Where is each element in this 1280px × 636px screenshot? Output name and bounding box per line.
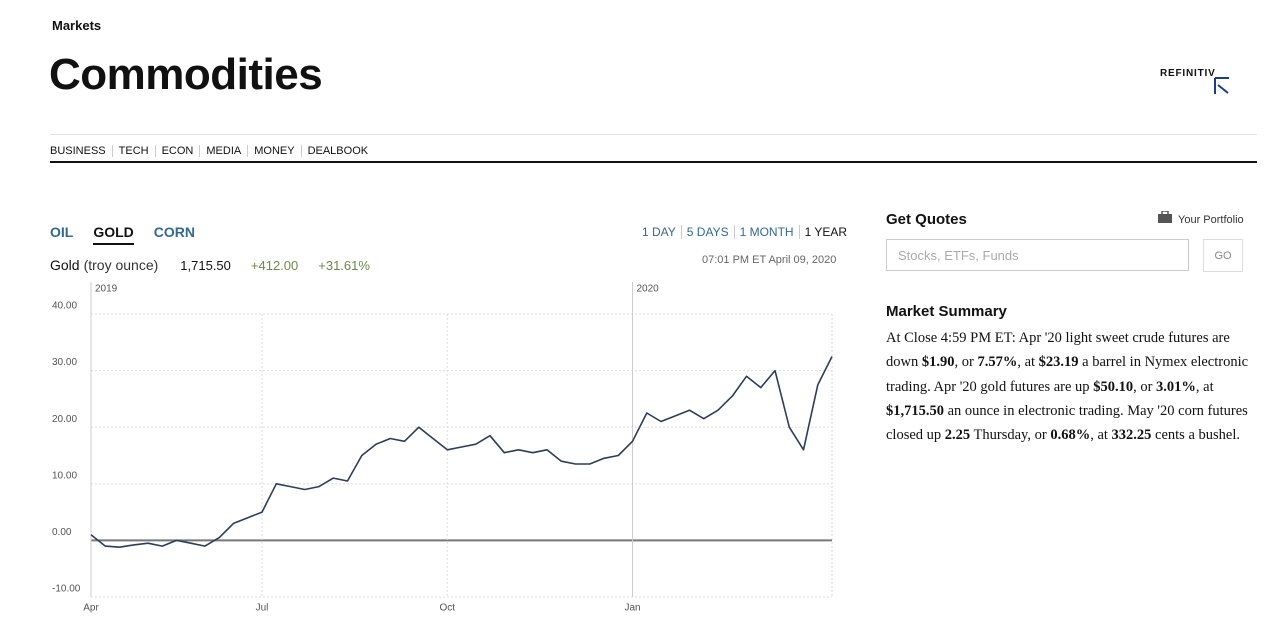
chart: -10.00 0.00 10.00 20.00 30.00 40.00 Apr Jul Oct J… — [52, 282, 833, 614]
summary-text: , or — [954, 354, 978, 371]
summary-figure: 3.01% — [1156, 378, 1196, 395]
summary-figure: 332.25 — [1111, 427, 1152, 444]
x-tick-label: Oct — [439, 603, 455, 614]
go-button[interactable]: GO — [1203, 239, 1243, 272]
portfolio-icon — [1158, 211, 1172, 223]
summary-figure: $23.19 — [1038, 354, 1079, 371]
divider — [50, 161, 1257, 163]
quote-name: Gold — [50, 257, 80, 273]
tab[interactable]: OIL — [50, 224, 74, 240]
nav-item[interactable]: BUSINESS — [50, 145, 106, 157]
quotes-title: Get Quotes — [886, 211, 967, 228]
summary-figure: $50.10 — [1093, 378, 1134, 395]
summary-figure: $1.90 — [921, 354, 955, 371]
summary-figure: 7.57% — [977, 354, 1018, 371]
summary-text: , at — [1195, 378, 1214, 395]
y-tick-label: 30.00 — [52, 357, 77, 368]
quote-percent: +31.61% — [318, 258, 370, 273]
y-tick-label: 10.00 — [52, 470, 77, 481]
quote-unit: (troy ounce) — [83, 257, 159, 273]
logo: REFINITIV — [1160, 68, 1216, 79]
summary-text: cents a bushel. — [1151, 427, 1240, 444]
summary-text: , at — [1017, 354, 1039, 371]
search-input[interactable]: Stocks, ETFs, Funds — [886, 239, 1189, 271]
summary: At Close 4:59 PM ET: Apr '20 light sweet… — [886, 326, 1251, 447]
summary-figure: 0.68% — [1050, 427, 1091, 444]
nav-item[interactable]: TECH — [111, 145, 155, 157]
section-label[interactable]: Markets — [52, 18, 102, 33]
y-tick-label: -10.00 — [52, 584, 81, 595]
y-tick-label: 40.00 — [52, 301, 77, 312]
y-tick-label: 20.00 — [52, 414, 77, 425]
summary-text: , at — [1090, 427, 1112, 444]
tab[interactable]: GOLD — [93, 224, 134, 245]
price-line — [90, 356, 833, 548]
x-tick-label: Jul — [256, 603, 269, 614]
nav-item[interactable]: MONEY — [247, 145, 300, 157]
timestamp: 07:01 PM ET April 09, 2020 — [702, 254, 837, 266]
summary-figure: $1,715.50 — [886, 402, 944, 419]
quote: Gold (troy ounce) 1,715.50 +412.00 +31.6… — [50, 257, 370, 273]
nav-item[interactable]: DEALBOOK — [300, 145, 375, 157]
summary-text: At Close 4:59 PM ET: Apr '20 light sweet… — [886, 330, 1230, 371]
range-option[interactable]: 5 DAYS — [680, 225, 734, 239]
summary-text: a barrel in Nymex electronic trading. Ap… — [886, 354, 1249, 395]
page-title: Commodities — [49, 50, 323, 99]
nav-item[interactable]: MEDIA — [199, 145, 247, 157]
x-tick-label: Apr — [83, 603, 99, 614]
summary-text: an ounce in electronic trading. May '20 … — [886, 402, 1248, 444]
x-tick-label: Jan — [624, 603, 640, 614]
y-tick-label: 0.00 — [52, 527, 72, 538]
summary-figure: 2.25 — [944, 427, 971, 444]
quote-price: 1,715.50 — [180, 258, 231, 273]
logo-mark — [1214, 77, 1229, 94]
range-option[interactable]: 1 MONTH — [733, 225, 799, 239]
nav: BUSINESS TECH ECON MEDIA MONEY DEALBOOK — [50, 145, 374, 157]
range-option[interactable]: 1 DAY — [642, 225, 676, 239]
year-label: 2020 — [637, 284, 660, 295]
range-option[interactable]: 1 YEAR — [798, 225, 852, 239]
nav-item[interactable]: ECON — [154, 145, 200, 157]
year-label: 2019 — [95, 284, 118, 295]
portfolio-link[interactable]: Your Portfolio — [1178, 214, 1244, 226]
tabs: OIL GOLD CORN — [50, 224, 215, 245]
divider — [50, 134, 1257, 135]
quote-change: +412.00 — [250, 258, 299, 273]
summary-text: , or — [1133, 378, 1157, 395]
summary-text: Thursday, or — [970, 427, 1051, 444]
range-selector: 1 DAY 5 DAYS 1 MONTH 1 YEAR — [642, 225, 852, 239]
summary-title: Market Summary — [886, 303, 1007, 320]
tab[interactable]: CORN — [153, 224, 196, 240]
